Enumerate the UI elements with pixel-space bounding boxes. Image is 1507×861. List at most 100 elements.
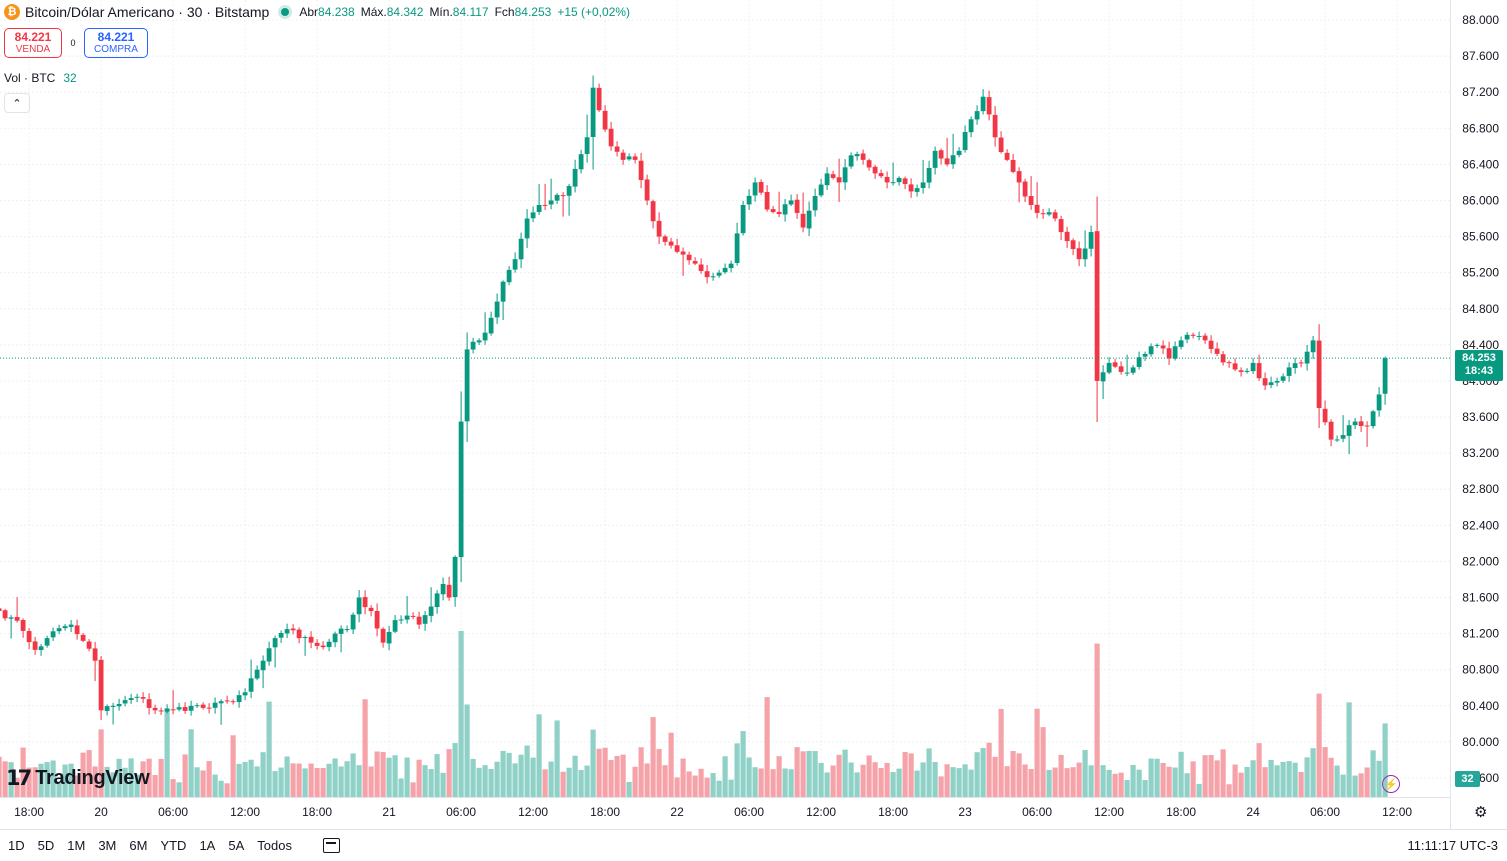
candle-body (866, 160, 872, 168)
range-button[interactable]: 1D (8, 838, 25, 853)
range-button[interactable]: 1A (199, 838, 216, 853)
candle-body (908, 184, 914, 192)
sell-button[interactable]: 84.221 VENDA (4, 28, 62, 58)
market-status-icon[interactable] (281, 8, 290, 16)
candle-body (1100, 372, 1106, 382)
candle-body (38, 646, 44, 651)
candle-body (662, 236, 668, 242)
volume-bar (854, 772, 860, 797)
candle-body (920, 182, 926, 189)
volume-bar (758, 768, 764, 797)
candle-body (782, 204, 788, 215)
candle-body (836, 177, 842, 183)
volume-bar (248, 759, 254, 797)
candle-body (1310, 340, 1316, 353)
volume-bar (1010, 751, 1016, 797)
candle-body (1082, 248, 1088, 260)
volume-bar (596, 748, 602, 797)
volume-bar (314, 767, 320, 797)
volume-bar (938, 776, 944, 797)
volume-bar (554, 720, 560, 797)
clock[interactable]: 11:11:17 UTC-3 (1407, 838, 1498, 853)
volume-bar (752, 767, 758, 797)
symbol-title[interactable]: Bitcoin/Dólar Americano · 30 · Bitstamp (25, 4, 270, 20)
volume-bar (170, 779, 176, 797)
open-value: 84.238 (318, 5, 355, 19)
candle-body (1112, 362, 1118, 367)
volume-bar (266, 701, 272, 797)
x-tick-label: 12:00 (806, 805, 836, 819)
volume-bar (1034, 708, 1040, 797)
volume-bar (1364, 767, 1370, 797)
range-button[interactable]: 6M (129, 838, 148, 853)
candle-body (392, 620, 398, 632)
volume-bar (866, 755, 872, 797)
volume-bar (260, 752, 266, 797)
candle-body (404, 615, 410, 620)
range-button[interactable]: YTD (160, 838, 187, 853)
volume-bar (122, 767, 128, 797)
range-button[interactable]: 3M (98, 838, 117, 853)
candle-body (608, 128, 614, 147)
y-tick-label: 85.600 (1462, 230, 1499, 244)
volume-bar (782, 768, 788, 797)
candle-body (806, 210, 812, 229)
volume-bar (1274, 765, 1280, 797)
range-button[interactable]: 1M (67, 838, 86, 853)
candle-body (446, 584, 452, 598)
candle-body (1088, 232, 1094, 249)
candle-body (1244, 370, 1250, 372)
volume-bar (332, 758, 338, 797)
volume-bar (1382, 723, 1388, 797)
volume-bar (326, 763, 332, 797)
candle-body (620, 152, 626, 160)
flash-icon[interactable]: ⚡ (1382, 775, 1400, 793)
candle-body (668, 241, 674, 246)
last-price-tag: 84.253 18:43 (1455, 350, 1503, 381)
volume-legend[interactable]: Vol · BTC 32 (4, 71, 77, 85)
candle-body (734, 233, 740, 263)
candle-body (212, 702, 218, 708)
volume-bar (1190, 761, 1196, 797)
volume-bar (1334, 765, 1340, 797)
candle-body (1346, 425, 1352, 436)
tradingview-logo[interactable]: 17 TradingView (6, 766, 150, 790)
volume-bar (722, 756, 728, 797)
candle-body (410, 615, 416, 617)
collapse-legend-button[interactable]: ⌃ (4, 93, 30, 113)
candle-body (1298, 362, 1304, 364)
volume-bar (302, 768, 308, 797)
volume-bar (1058, 754, 1064, 797)
candle-body (1376, 394, 1382, 411)
candle-body (980, 96, 986, 112)
candle-body (140, 697, 146, 699)
range-button[interactable]: Todos (257, 838, 292, 853)
calendar-icon[interactable] (322, 838, 340, 853)
candle-body (1286, 367, 1292, 376)
buy-button[interactable]: 84.221 COMPRA (84, 28, 148, 58)
candle-body (158, 710, 164, 712)
candle-body (1358, 421, 1364, 426)
candle-body (590, 87, 596, 137)
volume-bar (446, 749, 452, 797)
volume-bar (1256, 743, 1262, 797)
volume-bar (410, 782, 416, 797)
volume-bar (1040, 727, 1046, 797)
candle-body (1328, 421, 1334, 440)
volume-bar (1160, 762, 1166, 797)
volume-bar (1298, 771, 1304, 797)
candle-body (992, 114, 998, 138)
volume-bar (428, 769, 434, 797)
candle-body (1076, 248, 1082, 260)
range-button[interactable]: 5D (37, 838, 55, 853)
gear-icon[interactable]: ⚙ (1474, 804, 1488, 821)
range-button[interactable]: 5A (228, 838, 245, 853)
candlestick-chart[interactable]: 88.000 87.600 87.200 86.800 86.400 86.000 85.6… (0, 0, 1507, 829)
x-tick-label: 12:00 (1094, 805, 1124, 819)
volume-bar (656, 748, 662, 797)
volume-bar (254, 766, 260, 797)
candle-body (890, 182, 896, 184)
volume-bar (1304, 757, 1310, 797)
volume-bar (998, 708, 1004, 797)
sell-price: 84.221 (14, 29, 52, 44)
